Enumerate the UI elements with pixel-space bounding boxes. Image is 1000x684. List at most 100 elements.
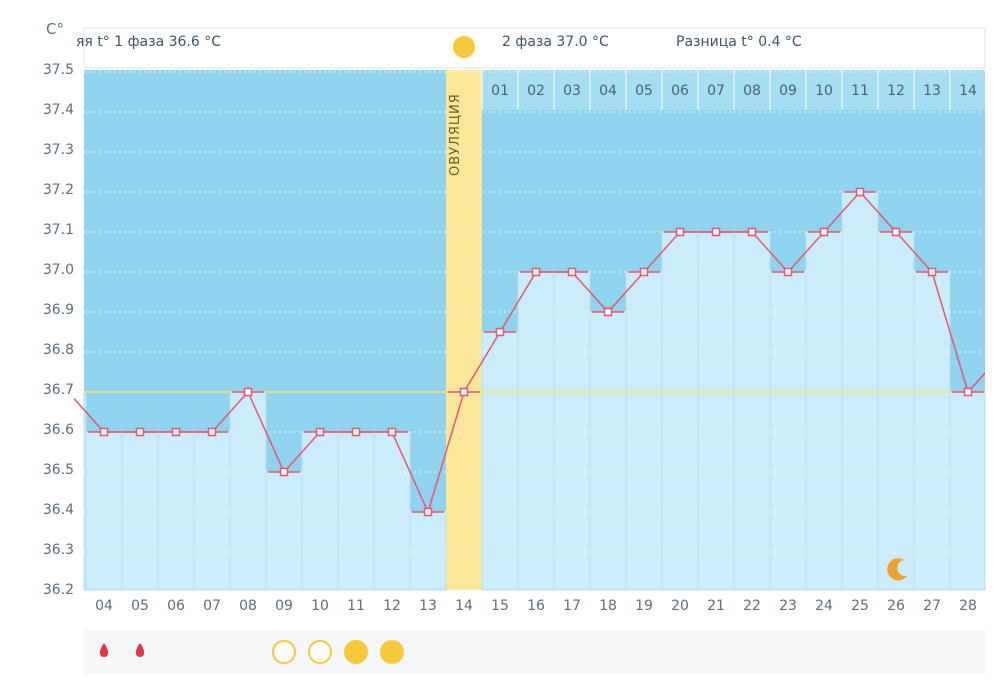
x-tick-label: 22 <box>743 598 761 614</box>
temperature-point <box>531 267 541 277</box>
x-tick-label: 15 <box>491 598 509 614</box>
y-tick-label: 36.5 <box>42 462 74 478</box>
temperature-point <box>639 267 649 277</box>
phase2-day-number: 10 <box>815 83 833 99</box>
temperature-bar <box>193 431 231 591</box>
temperature-bar <box>121 431 159 591</box>
y-tick-label: 37.4 <box>42 102 74 118</box>
temperature-point <box>567 267 577 277</box>
y-tick-label: 37.0 <box>42 262 74 278</box>
y-tick-label: 36.2 <box>42 582 74 598</box>
temperature-point <box>603 307 613 317</box>
temperature-bar <box>877 231 915 591</box>
filled-circle-icon <box>344 640 368 664</box>
x-tick-label: 09 <box>275 598 293 614</box>
temperature-bar <box>553 271 591 591</box>
temperature-bar <box>481 331 519 591</box>
x-tick-label: 26 <box>887 598 905 614</box>
x-tick-label: 05 <box>131 598 149 614</box>
temperature-bar <box>805 231 843 591</box>
x-tick-label: 19 <box>635 598 653 614</box>
x-tick-label: 14 <box>455 598 473 614</box>
x-tick-label: 16 <box>527 598 545 614</box>
open-circle-icon <box>308 640 332 664</box>
temperature-point <box>495 327 505 337</box>
x-tick-label: 21 <box>707 598 725 614</box>
temperature-point <box>99 427 109 437</box>
grid-group <box>84 70 985 593</box>
temperature-bar <box>517 271 555 591</box>
temperature-point <box>135 427 145 437</box>
temperature-bar <box>373 431 411 591</box>
x-tick-label: 12 <box>383 598 401 614</box>
point-group <box>88 187 984 517</box>
phase2-day-number: 07 <box>707 83 725 99</box>
temperature-point <box>351 427 361 437</box>
temperature-point <box>855 187 865 197</box>
phase2-average: 2 фаза 37.0 °C <box>502 34 609 50</box>
y-tick-label: 36.7 <box>42 382 74 398</box>
x-tick-label: 10 <box>311 598 329 614</box>
temperature-bar <box>157 431 195 591</box>
x-tick-label: 24 <box>815 598 833 614</box>
temperature-bar <box>337 431 375 591</box>
x-tick-label: 13 <box>419 598 437 614</box>
y-tick-label: 36.8 <box>42 342 74 358</box>
temperature-point <box>243 387 253 397</box>
y-tick-label: 36.3 <box>42 542 74 558</box>
blood-drop-icon <box>99 643 109 657</box>
phase2-day-number: 03 <box>563 83 581 99</box>
y-tick-label: 36.6 <box>42 422 74 438</box>
x-tick-label: 17 <box>563 598 581 614</box>
y-tick-label: 37.2 <box>42 182 74 198</box>
temperature-bar <box>265 471 303 591</box>
y-tick-label: 36.4 <box>42 502 74 518</box>
x-tick-label: 04 <box>95 598 113 614</box>
temperature-point <box>279 467 289 477</box>
phase2-day-number: 05 <box>635 83 653 99</box>
phase2-day-number: 14 <box>959 83 977 99</box>
x-tick-label: 28 <box>959 598 977 614</box>
temperature-bar <box>697 231 735 591</box>
x-tick-label: 20 <box>671 598 689 614</box>
temperature-point <box>171 427 181 437</box>
temperature-difference: Разница t° 0.4 °C <box>676 34 802 50</box>
x-tick-label: 27 <box>923 598 941 614</box>
temperature-bar <box>733 231 771 591</box>
x-tick-label: 25 <box>851 598 869 614</box>
phase2-day-number: 06 <box>671 83 689 99</box>
x-tick-label: 07 <box>203 598 221 614</box>
filled-circle-icon <box>380 640 404 664</box>
phase2-day-number: 04 <box>599 83 617 99</box>
temperature-point <box>783 267 793 277</box>
x-tick-label: 08 <box>239 598 257 614</box>
temperature-point <box>675 227 685 237</box>
temperature-bar <box>661 231 699 591</box>
open-circle-icon <box>272 640 296 664</box>
temperature-bar <box>589 311 627 591</box>
phase2-day-number: 01 <box>491 83 509 99</box>
temperature-bar <box>409 511 447 591</box>
temperature-point <box>927 267 937 277</box>
temperature-bar <box>769 271 807 591</box>
ovulation-sun-icon <box>453 36 475 58</box>
phase2-day-number: 08 <box>743 83 761 99</box>
x-tick-label: 23 <box>779 598 797 614</box>
ovulation-label: ОВУЛЯЦИЯ <box>448 93 463 177</box>
temperature-point <box>423 507 433 517</box>
x-tick-label: 11 <box>347 598 365 614</box>
decoration-group <box>99 36 907 664</box>
y-tick-label: 37.1 <box>42 222 74 238</box>
temperature-bar <box>949 391 986 591</box>
y-tick-label: 37.3 <box>42 142 74 158</box>
moon-icon <box>887 558 907 581</box>
temperature-bar <box>85 431 123 591</box>
x-tick-label: 18 <box>599 598 617 614</box>
phase2-day-number: 02 <box>527 83 545 99</box>
temperature-point <box>819 227 829 237</box>
phase2-day-number: 12 <box>887 83 905 99</box>
temperature-bar <box>841 191 879 591</box>
phase1-average: яя t° 1 фаза 36.6 °C <box>76 34 222 50</box>
